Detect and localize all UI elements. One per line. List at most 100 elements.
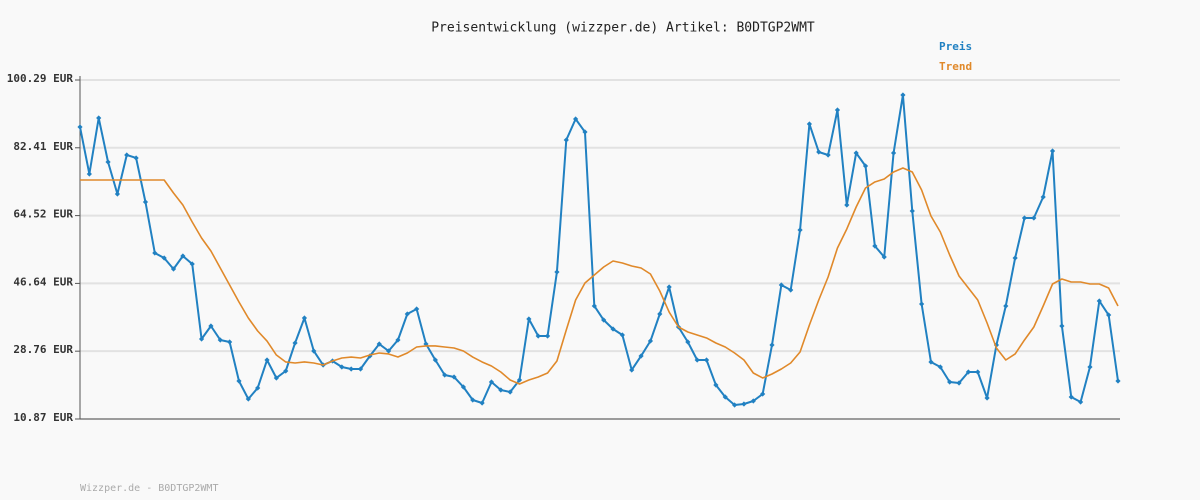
point-marker	[965, 369, 971, 375]
point-marker	[245, 396, 251, 402]
point-marker	[713, 382, 719, 388]
point-marker	[460, 384, 467, 390]
point-marker	[1012, 255, 1018, 261]
point-marker	[414, 306, 420, 312]
point-marker	[741, 401, 747, 407]
point-marker	[236, 378, 242, 384]
point-marker	[769, 342, 775, 348]
point-marker	[544, 333, 551, 339]
point-marker	[376, 341, 382, 347]
point-marker	[956, 380, 962, 386]
point-marker	[750, 398, 756, 404]
point-marker	[657, 311, 663, 317]
point-marker	[208, 323, 214, 329]
point-marker	[105, 159, 111, 165]
point-marker	[853, 150, 859, 156]
point-marker	[217, 337, 223, 343]
point-marker	[311, 348, 317, 354]
point-marker	[890, 150, 897, 156]
point-marker	[610, 326, 616, 332]
point-marker	[937, 364, 943, 370]
point-marker	[825, 152, 831, 158]
point-marker	[1049, 148, 1056, 154]
point-marker	[442, 372, 448, 378]
point-marker	[189, 261, 195, 267]
point-marker	[348, 366, 354, 372]
point-marker	[170, 266, 177, 272]
point-marker	[96, 115, 102, 121]
point-marker	[133, 155, 139, 161]
point-marker	[1021, 215, 1028, 221]
point-marker	[498, 387, 504, 393]
point-marker	[601, 317, 607, 323]
point-marker	[722, 394, 728, 400]
point-marker	[1059, 323, 1065, 329]
point-marker	[273, 375, 279, 381]
y-tick-label: 10.87 EUR	[13, 411, 73, 424]
point-marker	[1040, 194, 1046, 200]
point-marker	[862, 163, 869, 169]
point-marker	[872, 243, 878, 249]
point-marker	[488, 379, 495, 385]
point-marker	[255, 385, 261, 391]
point-marker	[357, 366, 364, 372]
legend-label: Preis	[939, 40, 972, 53]
point-marker	[928, 359, 934, 365]
point-marker	[629, 367, 635, 373]
point-marker	[227, 339, 233, 345]
point-marker	[264, 357, 270, 363]
point-marker	[638, 353, 644, 359]
point-marker	[619, 332, 625, 338]
point-marker	[535, 333, 541, 339]
y-tick-label: 64.52 EUR	[13, 208, 73, 221]
point-marker	[339, 364, 345, 370]
point-marker	[834, 107, 841, 113]
legend-label: Trend	[939, 60, 972, 73]
point-marker	[731, 402, 738, 408]
point-marker	[582, 129, 588, 135]
point-marker	[975, 369, 981, 375]
y-tick-label: 82.41 EUR	[13, 140, 73, 153]
point-marker	[161, 255, 167, 261]
point-marker	[694, 357, 700, 363]
point-marker	[947, 379, 953, 385]
point-marker	[797, 227, 803, 233]
point-marker	[385, 348, 392, 354]
point-marker	[180, 253, 186, 259]
point-marker	[470, 397, 476, 403]
point-marker	[685, 339, 691, 345]
point-marker	[114, 191, 121, 197]
y-tick-label: 46.64 EUR	[13, 275, 73, 288]
point-marker	[1087, 364, 1093, 370]
point-marker	[703, 357, 710, 363]
point-marker	[124, 152, 130, 158]
point-marker	[198, 336, 205, 342]
point-marker	[647, 338, 654, 344]
point-marker	[301, 315, 308, 321]
point-marker	[86, 171, 92, 177]
point-marker	[507, 389, 513, 395]
chart-title: Preisentwicklung (wizzper.de) Artikel: B…	[431, 21, 815, 36]
point-marker	[432, 357, 438, 363]
point-marker	[909, 208, 915, 214]
point-marker	[77, 124, 83, 130]
point-marker	[1068, 394, 1074, 400]
point-marker	[554, 269, 560, 275]
point-marker	[1077, 399, 1084, 405]
point-marker	[760, 391, 766, 397]
point-marker	[283, 368, 289, 374]
y-tick-label: 100.29 EUR	[7, 72, 74, 85]
point-marker	[666, 284, 672, 290]
point-marker	[788, 287, 794, 293]
point-marker	[844, 202, 850, 208]
series-line	[79, 94, 1119, 407]
point-marker	[1031, 215, 1037, 221]
point-marker	[816, 149, 822, 155]
point-marker	[900, 92, 906, 98]
point-marker	[573, 116, 579, 122]
point-marker	[591, 303, 597, 309]
point-marker	[563, 137, 569, 143]
point-marker	[395, 337, 401, 343]
point-marker	[984, 395, 990, 401]
